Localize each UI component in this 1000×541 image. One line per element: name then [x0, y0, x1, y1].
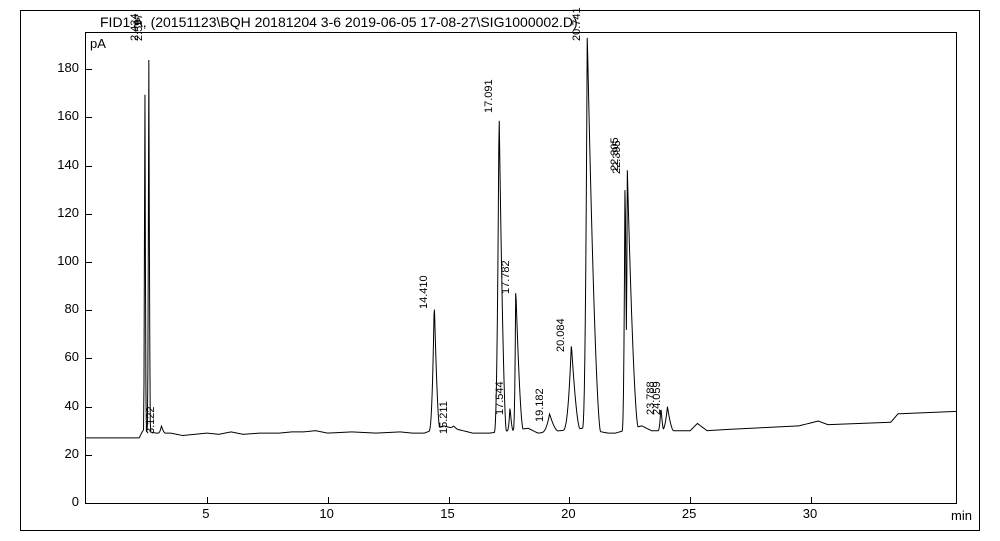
x-tick-label: 15 — [440, 506, 454, 521]
chromatogram-trace — [86, 33, 956, 503]
x-tick — [207, 497, 208, 503]
peak-label: 14.410 — [418, 275, 430, 309]
y-tick-label: 120 — [39, 205, 79, 220]
y-tick — [86, 503, 92, 504]
peak-label: 17.544 — [494, 381, 506, 415]
peak-label: 3.122 — [145, 406, 157, 434]
y-tick-label: 100 — [39, 253, 79, 268]
peak-label: 22.395 — [611, 140, 623, 174]
chromatogram-container: FID1 A, (20151123\BQH 20181204 3-6 2019-… — [0, 0, 1000, 541]
plot-area — [85, 32, 957, 504]
y-tick-label: 180 — [39, 60, 79, 75]
peak-label: 17.091 — [483, 80, 495, 114]
chart-title: FID1 A, (20151123\BQH 20181204 3-6 2019-… — [100, 14, 578, 30]
y-tick — [86, 358, 92, 359]
y-tick — [86, 407, 92, 408]
x-axis-label: min — [951, 508, 972, 523]
x-tick — [328, 497, 329, 503]
y-tick — [86, 214, 92, 215]
peak-label: 19.182 — [534, 388, 546, 422]
peak-label: 20.741 — [571, 7, 583, 41]
y-tick — [86, 117, 92, 118]
x-tick-label: 25 — [682, 506, 696, 521]
y-tick — [86, 166, 92, 167]
peak-label: 24.059 — [651, 381, 663, 415]
x-tick — [569, 497, 570, 503]
peak-label: 15.211 — [438, 401, 450, 434]
x-tick — [690, 497, 691, 503]
peak-label: 2.597 — [133, 13, 145, 41]
y-tick-label: 140 — [39, 157, 79, 172]
y-tick-label: 80 — [39, 301, 79, 316]
y-tick-label: 160 — [39, 108, 79, 123]
y-tick-label: 40 — [39, 398, 79, 413]
x-tick — [811, 497, 812, 503]
y-tick-label: 0 — [39, 494, 79, 509]
y-tick-label: 60 — [39, 349, 79, 364]
peak-label: 17.782 — [500, 260, 512, 294]
x-tick — [449, 497, 450, 503]
x-tick-label: 5 — [202, 506, 209, 521]
y-tick — [86, 455, 92, 456]
peak-label: 20.084 — [555, 318, 567, 352]
x-tick-label: 10 — [319, 506, 333, 521]
y-tick — [86, 310, 92, 311]
y-tick — [86, 262, 92, 263]
y-tick — [86, 69, 92, 70]
x-tick-label: 30 — [803, 506, 817, 521]
x-tick-label: 20 — [561, 506, 575, 521]
y-tick-label: 20 — [39, 446, 79, 461]
